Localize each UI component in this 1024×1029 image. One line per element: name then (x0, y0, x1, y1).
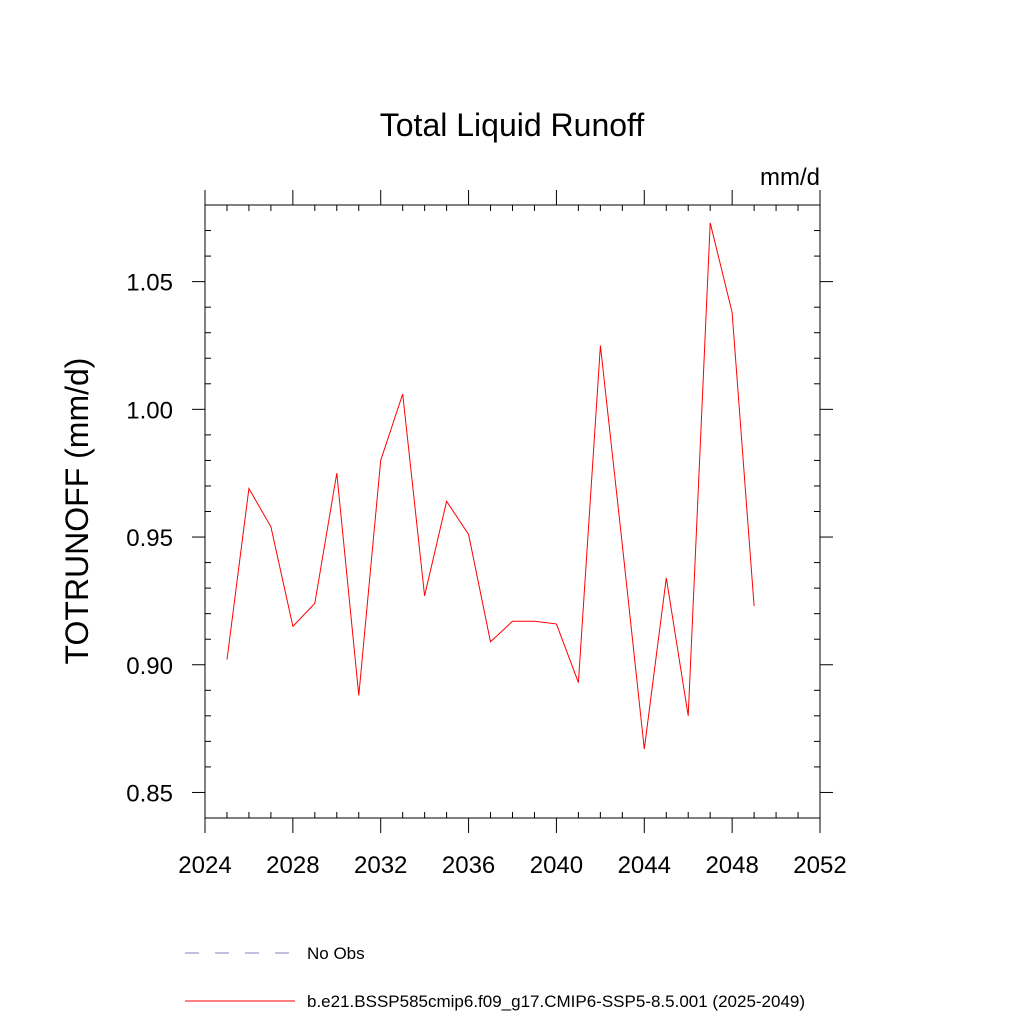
y-axis-label: TOTRUNOFF (mm/d) (59, 358, 95, 665)
legend-label-model-run: b.e21.BSSP585cmip6.f09_g17.CMIP6-SSP5-8.… (307, 992, 805, 1011)
y-tick-label: 0.90 (126, 653, 173, 680)
y-axis-ticks (192, 204, 833, 819)
y-tick-label: 1.05 (126, 270, 173, 297)
y-axis-tick-labels: 0.85 0.90 0.95 1.00 1.05 (126, 270, 173, 808)
legend-label-no-obs: No Obs (307, 944, 365, 963)
x-tick-label: 2028 (266, 852, 319, 879)
x-tick-label: 2024 (178, 852, 231, 879)
x-axis-tick-labels: 2024 2028 2032 2036 2040 2044 2048 2052 (178, 852, 846, 879)
x-tick-label: 2032 (354, 852, 407, 879)
x-tick-label: 2036 (442, 852, 495, 879)
x-tick-label: 2040 (530, 852, 583, 879)
x-axis-ticks (204, 190, 821, 833)
chart-title: Total Liquid Runoff (380, 107, 645, 143)
y-tick-label: 0.85 (126, 780, 173, 807)
units-label: mm/d (760, 164, 820, 191)
x-tick-label: 2044 (618, 852, 671, 879)
legend: No Obs b.e21.BSSP585cmip6.f09_g17.CMIP6-… (185, 944, 805, 1011)
x-tick-label: 2048 (705, 852, 758, 879)
series-layer (226, 222, 755, 750)
y-tick-label: 0.95 (126, 525, 173, 552)
plot-frame (204, 204, 821, 819)
x-tick-label: 2052 (793, 852, 846, 879)
y-tick-label: 1.00 (126, 397, 173, 424)
series-line-0 (226, 222, 755, 750)
